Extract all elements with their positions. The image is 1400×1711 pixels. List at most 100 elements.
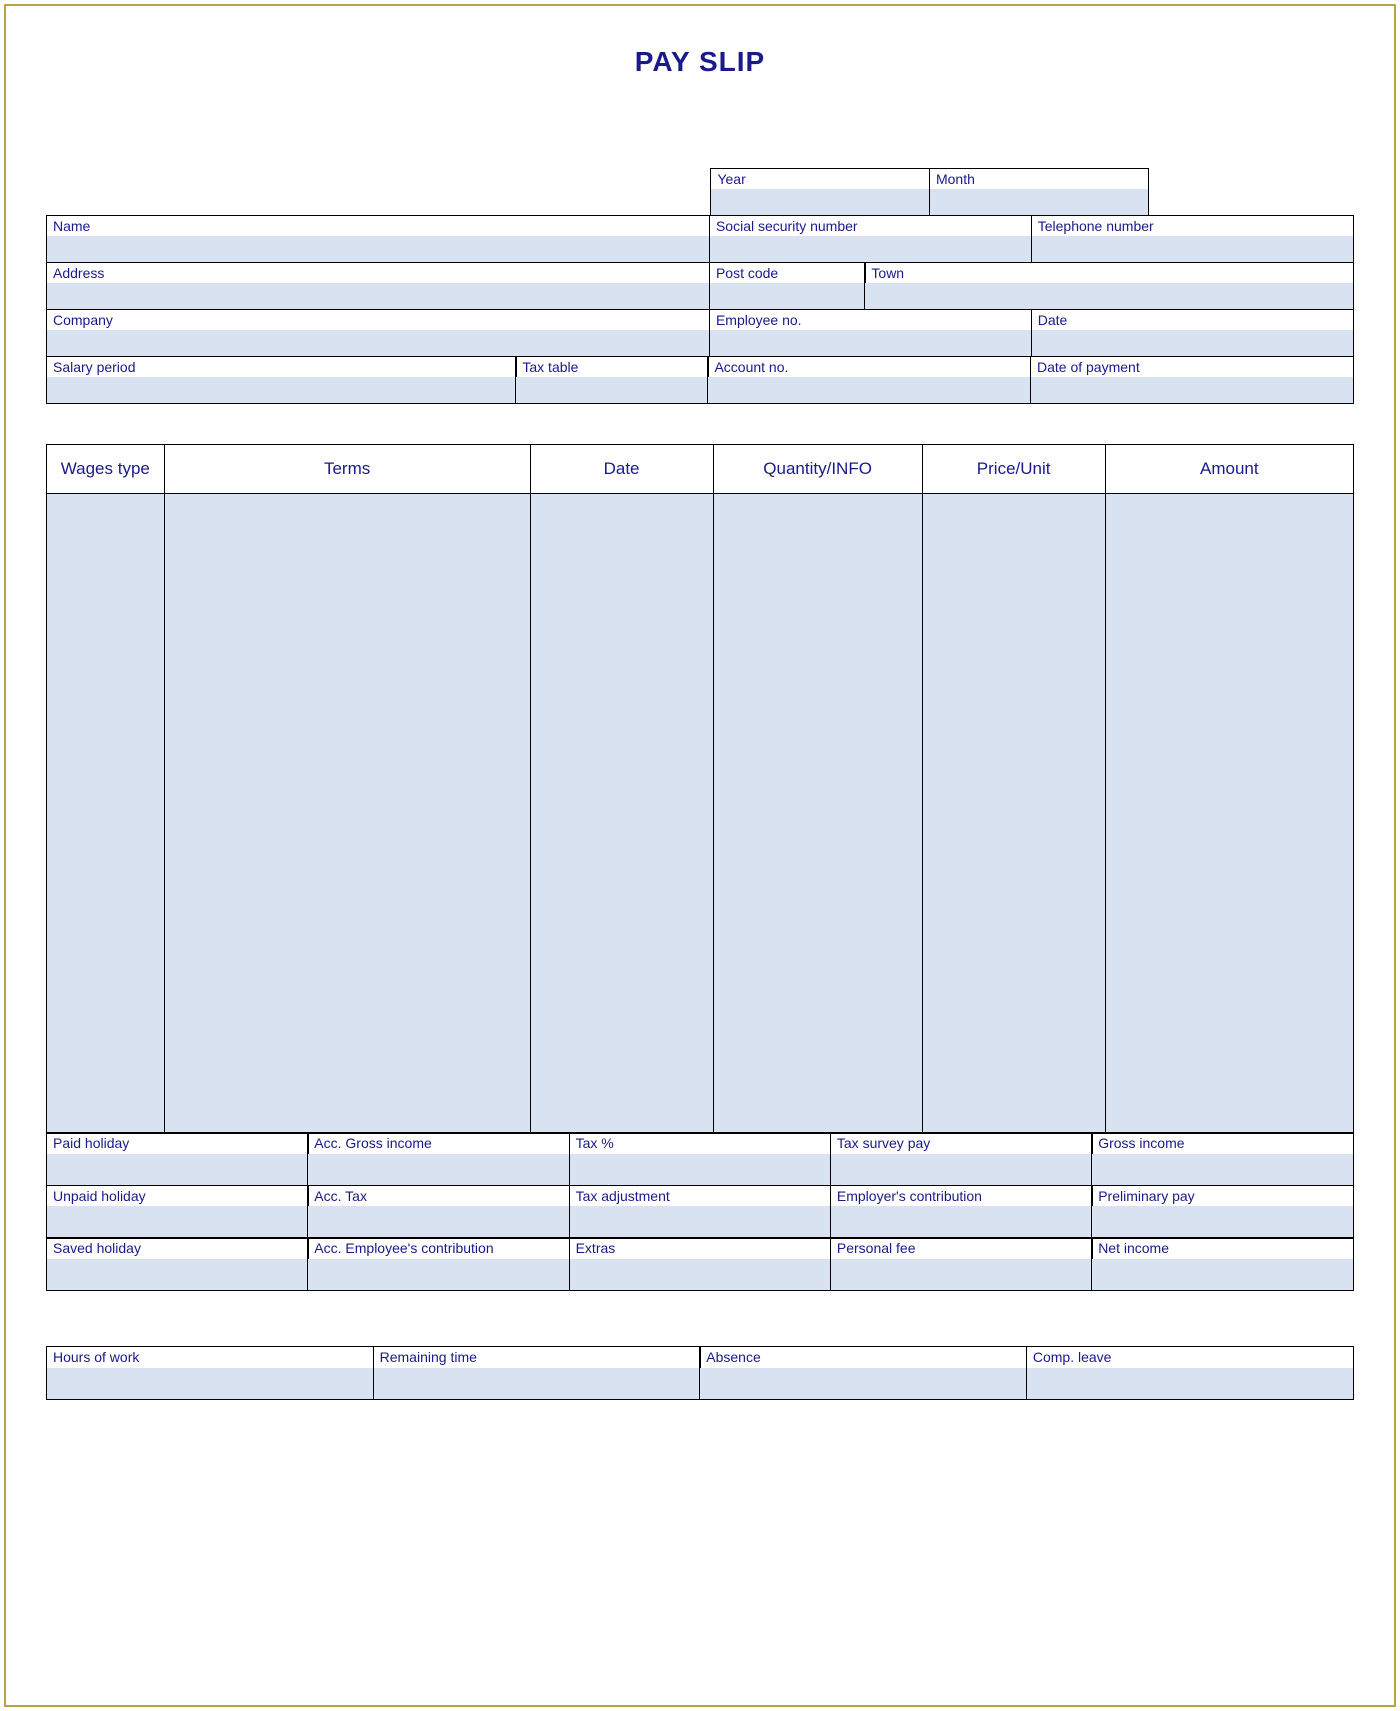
row-salary-tax-account-pay: Salary period Tax table Account no. Date… [46,357,1354,404]
label-personal-fee: Personal fee [831,1238,1092,1258]
wages-header-row: Wages type Terms Date Quantity/INFO Pric… [47,444,1354,493]
wages-body-terms[interactable] [164,493,530,1133]
cell-employer-contribution: Employer's contribution [830,1185,1093,1239]
cell-date: Date [1031,309,1354,357]
cell-comp-leave: Comp. leave [1026,1346,1354,1400]
label-ssn: Social security number [710,216,1031,236]
cell-name: Name [46,215,710,263]
value-postcode[interactable] [710,283,865,309]
value-unpaid-holiday[interactable] [47,1206,308,1238]
label-postcode: Post code [710,263,865,283]
label-company: Company [47,310,709,330]
label-telephone: Telephone number [1032,216,1353,236]
cell-tax-table: Tax table [515,356,709,404]
cell-company: Company [46,309,710,357]
cell-preliminary-pay: Preliminary pay [1091,1185,1354,1239]
value-absence[interactable] [700,1368,1026,1400]
value-date-of-payment[interactable] [1031,377,1353,403]
value-tax-adjustment[interactable] [570,1206,831,1238]
value-employer-contribution[interactable] [831,1206,1092,1238]
cell-paid-holiday: Paid holiday [46,1132,309,1186]
label-tax-percent: Tax % [570,1133,831,1153]
bottom-row: Hours of work Remaining time Absence Com… [46,1346,1354,1400]
cell-tax-survey-pay: Tax survey pay [830,1132,1093,1186]
value-date[interactable] [1032,330,1353,356]
label-year: Year [711,169,929,189]
cell-personal-fee: Personal fee [830,1237,1093,1291]
page-title: PAY SLIP [46,46,1354,78]
label-account-no: Account no. [708,357,1030,377]
cell-extras: Extras [569,1237,832,1291]
value-month[interactable] [930,189,1148,215]
value-ssn[interactable] [710,236,1031,262]
cell-date-of-payment: Date of payment [1030,356,1354,404]
cell-tax-percent: Tax % [569,1132,832,1186]
wages-table: Wages type Terms Date Quantity/INFO Pric… [46,444,1354,1134]
value-paid-holiday[interactable] [47,1154,308,1186]
cell-acc-tax: Acc. Tax [307,1185,570,1239]
label-tax-adjustment: Tax adjustment [570,1186,831,1206]
label-employee-no: Employee no. [710,310,1031,330]
value-town[interactable] [865,283,1353,309]
cell-town: Town [864,262,1354,310]
wages-col-wages-type: Wages type [47,444,165,493]
value-gross-income[interactable] [1092,1154,1353,1186]
value-address[interactable] [47,283,709,309]
wages-col-price: Price/Unit [922,444,1105,493]
value-extras[interactable] [570,1259,831,1291]
value-tax-percent[interactable] [570,1154,831,1186]
cell-hours-of-work: Hours of work [46,1346,374,1400]
value-salary-period[interactable] [47,377,516,403]
cell-postcode: Post code [709,262,866,310]
label-unpaid-holiday: Unpaid holiday [47,1186,308,1206]
cell-address: Address [46,262,710,310]
label-employer-contribution: Employer's contribution [831,1186,1092,1206]
value-remaining-time[interactable] [374,1368,700,1400]
value-employee-no[interactable] [710,330,1031,356]
wages-body-wages-type[interactable] [47,493,165,1133]
label-tax-table: Tax table [516,357,708,377]
label-tax-survey-pay: Tax survey pay [831,1133,1092,1153]
cell-net-income: Net income [1091,1237,1354,1291]
value-acc-gross-income[interactable] [308,1154,569,1186]
label-paid-holiday: Paid holiday [47,1133,308,1153]
value-comp-leave[interactable] [1027,1368,1353,1400]
label-town: Town [865,263,1353,283]
value-account-no[interactable] [708,377,1030,403]
wages-body-quantity[interactable] [713,493,922,1133]
wages-body-price[interactable] [922,493,1105,1133]
value-saved-holiday[interactable] [47,1259,308,1291]
wages-body-amount[interactable] [1105,493,1353,1133]
cell-account-no: Account no. [707,356,1031,404]
value-year[interactable] [711,189,929,215]
label-acc-tax: Acc. Tax [308,1186,569,1206]
value-acc-employee-contribution[interactable] [308,1259,569,1291]
label-remaining-time: Remaining time [374,1347,700,1367]
label-acc-employee-contribution: Acc. Employee's contribution [308,1238,569,1258]
row-year-month: Year Month [46,168,1354,216]
label-name: Name [47,216,709,236]
value-acc-tax[interactable] [308,1206,569,1238]
bottom-strip: Hours of work Remaining time Absence Com… [46,1346,1354,1400]
value-telephone[interactable] [1032,236,1353,262]
cell-remaining-time: Remaining time [373,1346,701,1400]
value-tax-table[interactable] [516,377,708,403]
value-hours-of-work[interactable] [47,1368,373,1400]
label-saved-holiday: Saved holiday [47,1238,308,1258]
wages-col-amount: Amount [1105,444,1353,493]
cell-employee-no: Employee no. [709,309,1032,357]
value-name[interactable] [47,236,709,262]
label-net-income: Net income [1092,1238,1353,1258]
wages-body-date[interactable] [530,493,713,1133]
row-address-post-town: Address Post code Town [46,263,1354,310]
value-net-income[interactable] [1092,1259,1353,1291]
value-company[interactable] [47,330,709,356]
label-date-of-payment: Date of payment [1031,357,1353,377]
label-absence: Absence [700,1347,1026,1367]
value-preliminary-pay[interactable] [1092,1206,1353,1238]
label-acc-gross-income: Acc. Gross income [308,1133,569,1153]
value-personal-fee[interactable] [831,1259,1092,1291]
cell-month: Month [929,168,1149,216]
cell-absence: Absence [699,1346,1027,1400]
value-tax-survey-pay[interactable] [831,1154,1092,1186]
